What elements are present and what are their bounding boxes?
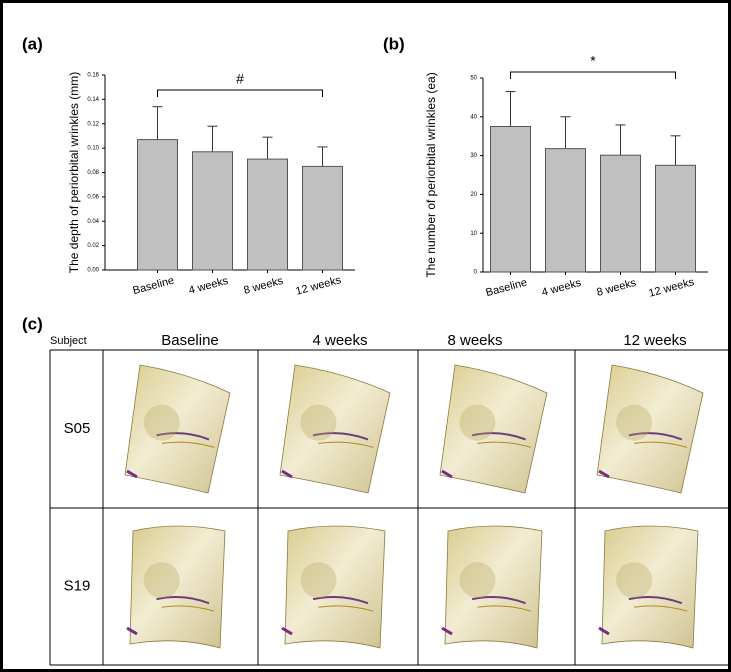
column-header: 8 weeks xyxy=(447,332,502,349)
bar xyxy=(303,166,343,270)
shadow xyxy=(459,562,495,598)
y-tick-label: 0.08 xyxy=(87,170,99,176)
skin-image xyxy=(599,526,698,648)
y-tick-label: 10 xyxy=(470,231,477,237)
bar xyxy=(248,159,288,270)
significance-marker: # xyxy=(236,71,244,87)
y-tick-label: 0.14 xyxy=(87,97,99,103)
panel-label: (b) xyxy=(383,34,405,53)
shadow xyxy=(616,562,652,598)
bar xyxy=(193,152,233,270)
bar xyxy=(601,155,641,272)
y-tick-label: 20 xyxy=(470,192,477,198)
row-label: S05 xyxy=(64,420,91,437)
subject-header: Subject xyxy=(50,335,87,347)
shadow xyxy=(616,405,652,441)
y-tick-label: 0.12 xyxy=(87,121,99,127)
panel-label: (a) xyxy=(22,34,43,53)
bar xyxy=(546,149,586,272)
shadow xyxy=(144,405,180,441)
y-tick-label: 0.06 xyxy=(87,194,99,200)
shadow xyxy=(301,405,337,441)
y-tick-label: 0.04 xyxy=(87,219,99,225)
y-tick-label: 0.16 xyxy=(87,73,99,79)
skin-image xyxy=(127,526,225,648)
y-tick-label: 0.10 xyxy=(87,146,99,152)
bar xyxy=(491,127,531,273)
bar xyxy=(138,140,178,270)
column-header: 4 weeks xyxy=(312,332,367,349)
shadow xyxy=(144,562,180,598)
column-header: Baseline xyxy=(161,332,219,349)
skin-image xyxy=(442,526,542,648)
skin-image xyxy=(282,526,385,648)
shadow xyxy=(459,405,495,441)
y-tick-label: 40 xyxy=(470,114,477,120)
y-tick-label: 0.00 xyxy=(87,268,99,274)
y-axis-title: The depth of periorbital wrinkles (mm) xyxy=(67,72,81,273)
panel-label: (c) xyxy=(22,314,43,333)
significance-marker: * xyxy=(590,53,596,69)
y-axis-title: The number of periorbital wrinkles (ea) xyxy=(424,72,438,277)
column-header: 12 weeks xyxy=(623,332,686,349)
bar xyxy=(656,165,696,272)
y-tick-label: 30 xyxy=(470,153,477,159)
shadow xyxy=(301,562,337,598)
figure: (a) The depth of periorbital wrinkles (mm… xyxy=(0,0,731,672)
y-tick-label: 50 xyxy=(470,76,477,82)
row-label: S19 xyxy=(64,577,91,594)
y-tick-label: 0.02 xyxy=(87,243,99,249)
